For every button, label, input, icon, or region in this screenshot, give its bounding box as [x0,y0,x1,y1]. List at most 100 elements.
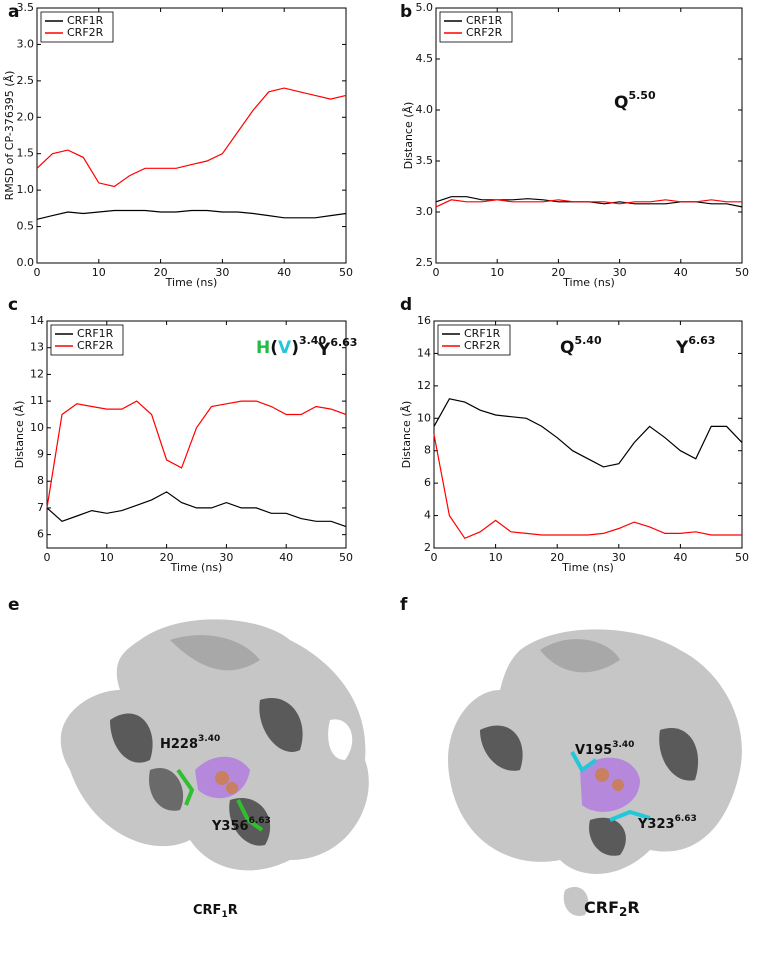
structure-e [60,619,369,871]
y-tick-label: 1.0 [17,183,35,196]
surface [110,713,153,763]
surface [259,698,303,752]
surface [480,725,523,771]
residue-label: Y3236.63 [637,814,697,832]
y-tick-label: 4.5 [416,52,434,65]
x-tick-label: 40 [674,266,688,279]
plot-area [433,320,743,549]
series-line [433,398,743,468]
residue-name: V195 [575,743,612,758]
annotation: Q5.40 [560,334,602,358]
plot-area [36,7,347,264]
legend-box [40,11,114,43]
x-tick-label: 10 [100,551,114,564]
x-axis-label: Time (ns) [561,561,614,574]
panel-label: b [400,2,412,22]
annotation-part: ) [291,338,299,358]
ligand-atom [215,771,229,785]
x-tick-label: 10 [490,266,504,279]
y-tick-label: 7 [37,501,44,514]
x-tick-label: 50 [339,551,353,564]
series-line [36,87,347,188]
series-line [46,400,347,508]
surface [60,619,369,871]
residue-name: Y356 [211,819,249,834]
y-tick-label: 4.0 [416,103,434,116]
y-tick-label: 2.5 [17,74,35,87]
y-tick-label: 3.0 [416,205,434,218]
y-tick-label: 5.0 [416,1,434,14]
annotation: Q5.50 [614,89,656,113]
x-tick-label: 20 [550,551,564,564]
ligand-atom [226,782,238,794]
annotation-part: V [278,338,292,358]
y-tick-label: 13 [30,341,44,354]
x-tick-label: 30 [612,551,626,564]
legend-label: CRF2R [466,26,503,39]
legend-box [439,11,513,43]
y-tick-label: 14 [30,314,44,327]
y-tick-label: 11 [30,394,44,407]
x-tick-label: 20 [154,266,168,279]
x-tick-label: 50 [339,266,353,279]
x-tick-label: 0 [433,266,440,279]
legend-label: CRF2R [67,26,104,39]
y-tick-label: 2.5 [416,256,434,269]
annotation-part: H [256,338,270,358]
residue-label: Y3566.63 [211,816,271,834]
y-tick-label: 14 [417,346,431,359]
surface [659,728,699,781]
x-tick-label: 0 [34,266,41,279]
y-tick-label: 12 [30,367,44,380]
receptor-tail: R [228,903,238,918]
annotation-sup: 5.50 [628,89,655,102]
plot-area [46,320,347,549]
residue-label: H2283.40 [160,734,220,752]
x-tick-label: 30 [219,551,233,564]
panel-label: f [400,595,408,615]
y-tick-label: 2.0 [17,110,35,123]
surface [149,768,184,811]
legend-label: CRF2R [77,339,114,352]
panel-label: e [8,595,20,615]
x-tick-label: 50 [735,551,749,564]
receptor-text: CRF [584,898,619,917]
x-tick-label: 40 [279,551,293,564]
y-tick-label: 6 [424,476,431,489]
y-tick-label: 8 [37,474,44,487]
annotation: Y6.63 [675,334,715,358]
ligand-atom [612,779,624,791]
y-tick-label: 3.5 [416,154,434,167]
y-tick-label: 0.5 [17,220,35,233]
annotation-part: ( [270,338,278,358]
panel-label: a [8,2,19,22]
surface [448,629,742,874]
annotation: Y6.63 [317,336,357,360]
receptor-sub: 1 [221,910,227,920]
panel-label: c [8,295,18,315]
y-tick-label: 3.0 [17,37,35,50]
x-tick-label: 20 [551,266,565,279]
receptor-text: CRF [193,903,221,918]
receptor-sub: 2 [619,905,627,919]
residue-name: Y323 [637,817,675,832]
y-axis-label: RMSD of CP-376395 (Å) [3,71,16,201]
surface [328,719,353,760]
annotation-part: Q [614,93,628,113]
annotation-part: Y [675,338,689,358]
annotation-sup: 6.63 [330,336,357,349]
surface [563,886,589,916]
annotation-sup: 6.63 [688,334,715,347]
y-axis-label: Distance (Å) [13,401,26,469]
legend-label: CRF1R [77,327,114,340]
x-axis-label: Time (ns) [165,276,218,289]
y-tick-label: 10 [417,411,431,424]
residue-name: H228 [160,737,198,752]
y-tick-label: 1.5 [17,147,35,160]
annotation: H(V)3.40 [256,334,326,358]
y-tick-label: 9 [37,448,44,461]
receptor-name: CRF2R [584,898,640,919]
surface [589,817,626,856]
surface [540,639,620,673]
